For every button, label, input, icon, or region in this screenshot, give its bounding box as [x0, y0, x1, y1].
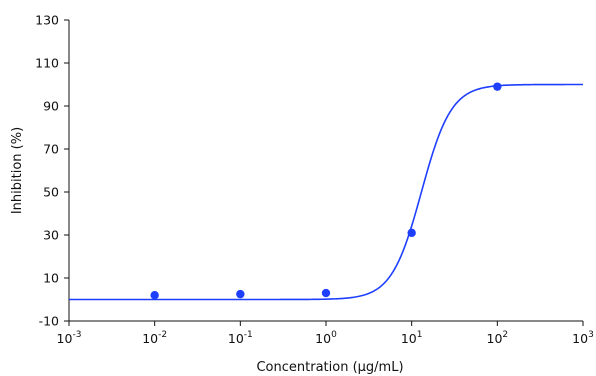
x-axis-title: Concentration (µg/mL): [256, 360, 403, 375]
y-tick-label: 30: [43, 228, 59, 243]
data-point: [236, 289, 245, 299]
y-tick-label: 70: [43, 142, 59, 157]
x-tick-exponent: 1: [417, 330, 423, 340]
x-tick-exponent: 0: [331, 330, 337, 340]
y-axis-title: Inhibition (%): [10, 127, 25, 214]
y-tick-label: 10: [43, 271, 59, 286]
data-point: [150, 291, 159, 300]
y-tick-label: 90: [43, 99, 59, 114]
x-axis-ticks: 10-3 10-2 10-1 100 101 102 103: [57, 321, 594, 346]
y-tick-label: 110: [35, 56, 59, 71]
data-points: [150, 82, 502, 300]
x-tick-label: 102: [487, 330, 509, 346]
x-tick-label: 10-3: [57, 330, 82, 346]
y-tick-label: -10: [39, 314, 59, 329]
x-tick-label: 100: [315, 330, 337, 346]
data-point: [321, 288, 331, 298]
x-tick-exponent: 2: [502, 330, 508, 340]
x-tick-base: 10: [57, 331, 73, 346]
x-tick-exponent: -3: [72, 330, 81, 340]
x-tick-exponent: -2: [158, 330, 167, 340]
y-tick-label: 50: [43, 185, 59, 200]
x-tick-label: 10-1: [228, 330, 253, 346]
x-tick-base: 10: [572, 331, 588, 346]
x-tick-label: 103: [572, 330, 594, 346]
fit-curve: [69, 83, 583, 301]
x-tick-exponent: -1: [244, 330, 253, 340]
y-tick-label: 130: [35, 13, 59, 28]
x-tick-base: 10: [401, 331, 417, 346]
x-tick-label: 10-2: [142, 330, 167, 346]
x-tick-label: 101: [401, 330, 423, 346]
x-tick-base: 10: [142, 331, 158, 346]
data-point: [407, 228, 416, 238]
x-tick-base: 10: [487, 331, 503, 346]
x-tick-exponent: 3: [588, 330, 594, 340]
x-tick-base: 10: [228, 331, 244, 346]
data-point: [493, 82, 502, 91]
y-axis-ticks: -10 10 30 50 70 90 110 130: [35, 13, 69, 329]
x-tick-base: 10: [315, 331, 331, 346]
